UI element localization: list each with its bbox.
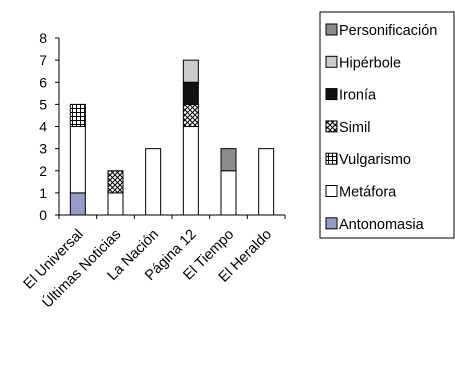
y-tick-label: 6 [39,74,47,90]
legend-label-metafora: Metáfora [339,185,397,201]
legend-swatch-metafora [325,185,338,197]
bar-segment-metafora [220,170,237,216]
y-tick-label: 1 [39,185,47,201]
y-tick-label: 5 [39,96,47,112]
y-tick-label: 3 [39,141,47,157]
bar-segment-vulgarismo [69,103,86,127]
legend-swatch-antonomasia [325,217,338,230]
bar-segment-simil [107,170,124,194]
legend-label-simil: Simil [339,120,370,136]
bar-segment-hiperbole [182,59,199,83]
legend-swatch-hiperbole [325,55,338,68]
bar-segment-simil [182,103,199,127]
bar-segment-metafora [69,126,86,194]
bar-segment-metafora [258,148,275,216]
legend-label-hiperbole: Hipérbole [339,55,401,71]
bar-segment-metafora [145,148,162,216]
y-tick-label: 2 [39,163,47,179]
bar-segment-ironia [182,81,199,105]
legend-label-vulgarismo: Vulgarismo [339,152,411,168]
legend-label-ironia: Ironía [339,88,377,104]
bar-segment-metafora [182,126,199,216]
bar-segment-metafora [107,192,124,216]
legend-box [319,11,455,239]
legend-swatch-simil [325,120,338,133]
y-tick-label: 4 [39,119,47,135]
legend-label-personificacion: Personificación [339,23,437,39]
bar-segment-antonomasia [69,192,86,216]
legend-label-antonomasia: Antonomasia [339,217,425,233]
legend: Personificación Hipérbole Ironía Simil Vulga… [319,11,455,239]
bar-segment-personificacion [220,148,237,172]
y-tick-label: 7 [39,52,47,68]
legend-swatch-personificacion [325,23,338,36]
y-tick-label: 0 [39,207,47,223]
y-tick-label: 8 [39,30,47,46]
legend-swatch-ironia [325,88,338,101]
legend-swatch-vulgarismo [325,152,338,165]
